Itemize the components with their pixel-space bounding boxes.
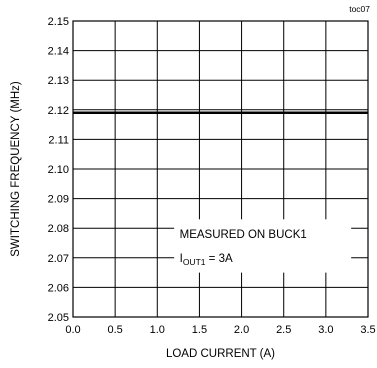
x-tick-label: 2.0 bbox=[234, 324, 249, 336]
y-tick-label: 2.15 bbox=[48, 16, 69, 28]
x-tick-label: 3.5 bbox=[360, 324, 375, 336]
y-tick-label: 2.12 bbox=[48, 105, 69, 117]
y-tick-labels: 2.05 2.06 2.07 2.08 2.09 2.10 2.11 2.12 2.13 2.14… bbox=[48, 16, 69, 324]
annotation-value: = 3A bbox=[205, 253, 233, 265]
grid-lines bbox=[73, 21, 368, 317]
y-tick-label: 2.13 bbox=[48, 75, 69, 87]
x-tick-label: 3.0 bbox=[318, 324, 333, 336]
annotation: MEASURED ON BUCK1 IOUT1 = 3A bbox=[174, 219, 352, 273]
x-tick-label: 0.0 bbox=[65, 324, 80, 336]
annotation-line-1: MEASURED ON BUCK1 bbox=[180, 229, 307, 241]
chart-tag: toc07 bbox=[349, 4, 370, 14]
y-tick-label: 2.14 bbox=[48, 46, 69, 58]
x-tick-label: 0.5 bbox=[107, 324, 122, 336]
y-axis-title: SWITCHING FREQUENCY (MHz) bbox=[10, 81, 22, 257]
x-tick-label: 2.5 bbox=[276, 324, 291, 336]
y-tick-label: 2.06 bbox=[48, 282, 69, 294]
y-tick-label: 2.07 bbox=[48, 253, 69, 265]
y-tick-label: 2.09 bbox=[48, 194, 69, 206]
x-tick-label: 1.0 bbox=[150, 324, 165, 336]
x-tick-label: 1.5 bbox=[192, 324, 207, 336]
plot-area bbox=[72, 20, 369, 318]
y-tick-label: 2.10 bbox=[48, 164, 69, 176]
annotation-symbol: I bbox=[180, 253, 183, 265]
annotation-background bbox=[174, 219, 352, 273]
annotation-line-2: IOUT1 = 3A bbox=[180, 253, 233, 267]
y-tick-label: 2.11 bbox=[48, 134, 69, 146]
y-tick-label: 2.05 bbox=[48, 312, 69, 324]
x-axis-title: LOAD CURRENT (A) bbox=[166, 348, 275, 360]
x-tick-labels: 0.0 0.5 1.0 1.5 2.0 2.5 3.0 3.5 bbox=[65, 324, 375, 336]
annotation-subscript: OUT1 bbox=[183, 257, 206, 267]
y-tick-label: 2.08 bbox=[48, 223, 69, 235]
